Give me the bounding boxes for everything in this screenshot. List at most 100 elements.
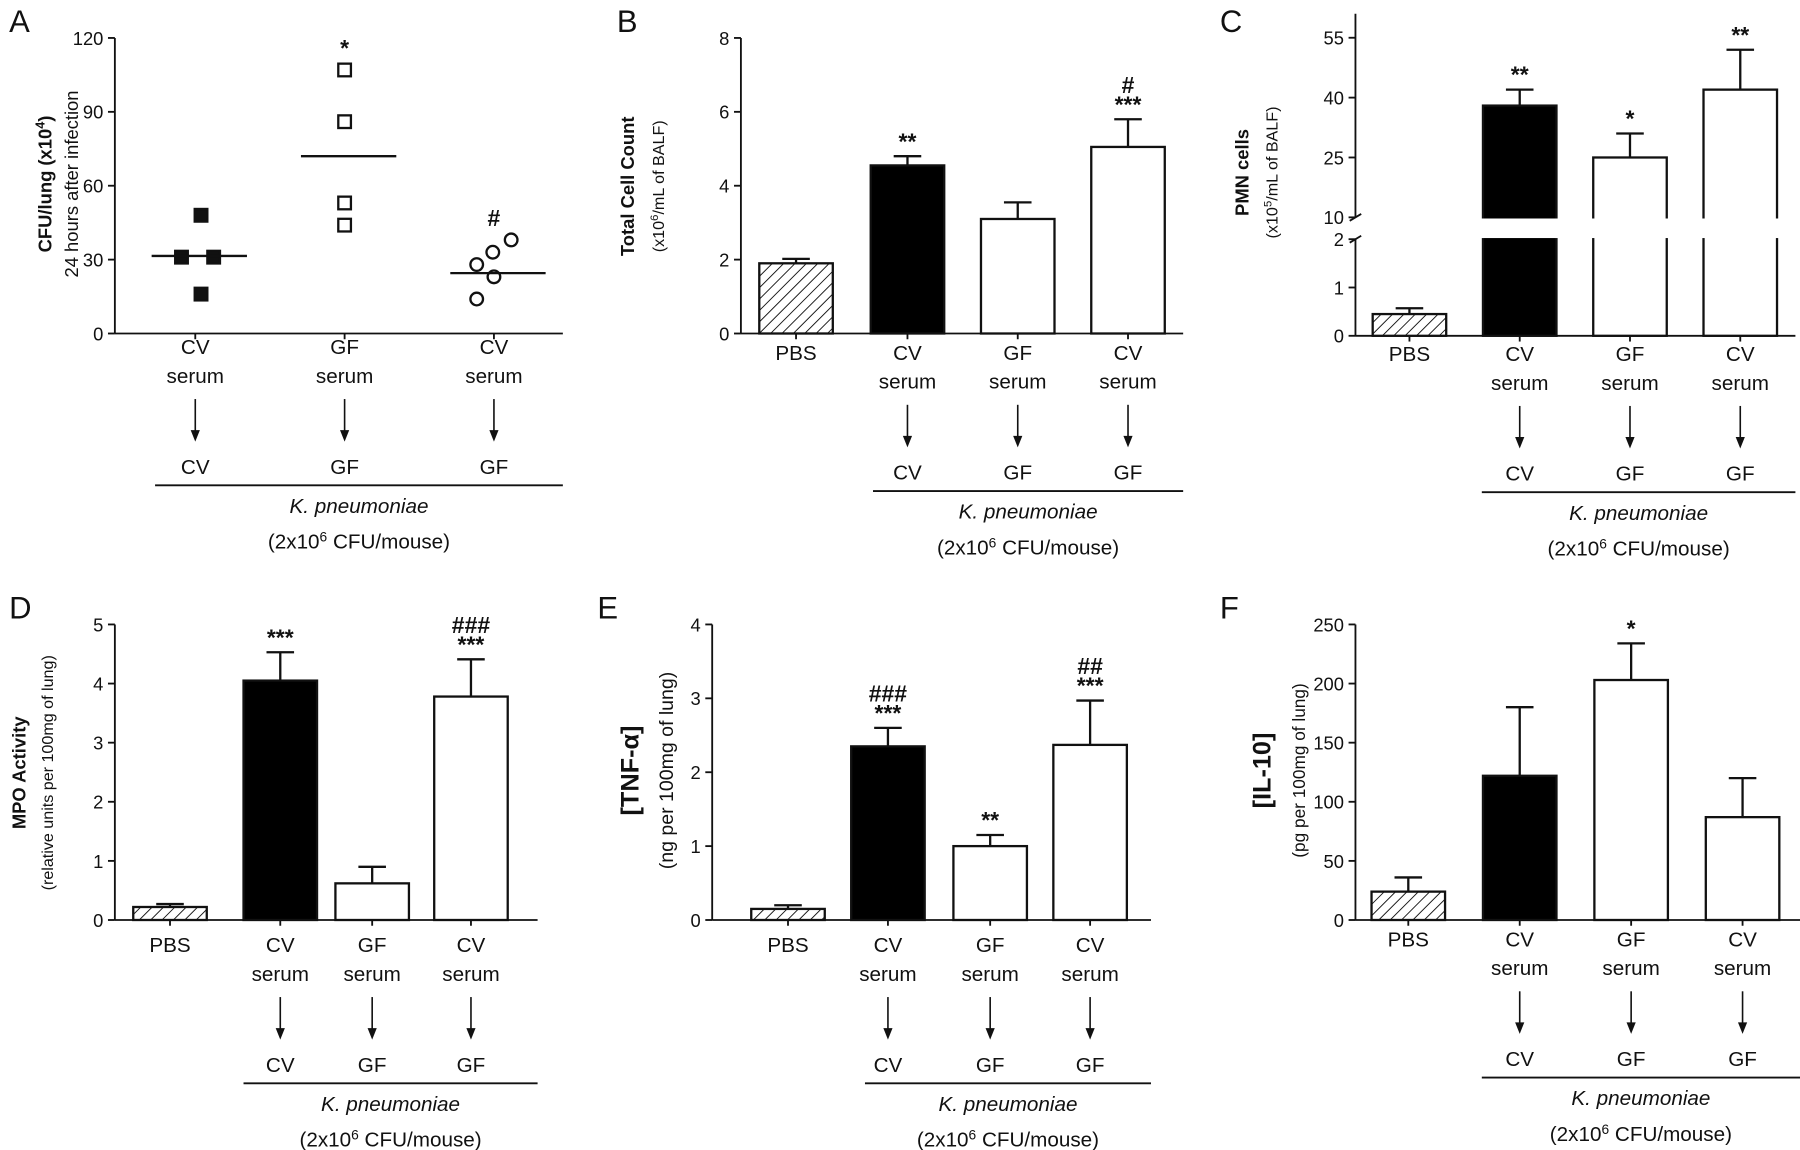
arrow-head xyxy=(1123,435,1133,448)
infection-dose-part: (2x10 xyxy=(299,1129,351,1150)
data-point xyxy=(469,257,485,273)
x-tick-label: serum xyxy=(1491,957,1548,980)
x-tick-label: GF xyxy=(976,934,1005,957)
y-axis-sublabel-part: (ng per 100mg of lung) xyxy=(656,672,678,870)
y-axis-sublabel: (relative units per 100mg of lung) xyxy=(39,655,57,890)
significance: ### xyxy=(452,612,491,638)
y-tick-label: 4 xyxy=(690,614,700,635)
significance: * xyxy=(340,35,349,61)
y-tick-label: 10 xyxy=(1324,207,1344,228)
recipient-label: GF xyxy=(330,456,359,479)
arrow-head xyxy=(1737,1022,1748,1034)
y-axis-label: MPO Activity xyxy=(8,716,29,829)
y-tick-label: 0 xyxy=(93,323,103,344)
infection-dose-part: 6 xyxy=(320,529,328,544)
y-axis-sublabel: 24 hours after infection xyxy=(61,90,82,277)
y-axis-sublabel: (ng per 100mg of lung) xyxy=(656,672,678,870)
y-tick-label: 3 xyxy=(690,688,700,709)
significance: ** xyxy=(981,807,999,833)
arrow-head xyxy=(1625,437,1635,449)
data-point xyxy=(193,207,209,223)
arrow-head xyxy=(1626,1022,1636,1034)
significance: ### xyxy=(869,680,908,706)
bar xyxy=(433,695,509,922)
panel-letter: F xyxy=(1220,591,1239,626)
y-tick-label: 0 xyxy=(1334,326,1344,347)
bar xyxy=(1090,145,1166,335)
significance: ** xyxy=(1731,22,1749,48)
x-tick-label: serum xyxy=(1099,371,1156,394)
y-axis-sublabel-part: /mL of BALF) xyxy=(1263,107,1281,201)
panel-letter: C xyxy=(1220,4,1242,39)
x-tick-label: PBS xyxy=(1389,343,1430,366)
arrow-head xyxy=(985,1028,995,1040)
x-tick-label: CV xyxy=(1726,343,1755,366)
recipient-label: GF xyxy=(976,1054,1005,1077)
arrow-head xyxy=(1085,1028,1095,1040)
arrow-head xyxy=(1515,1022,1525,1034)
y-tick-label: 50 xyxy=(1324,851,1344,872)
infection-dose-part: 6 xyxy=(969,1127,977,1142)
infection-dose-part: (2x10 xyxy=(1550,1123,1602,1146)
infection-dose-part: (2x10 xyxy=(917,1129,969,1150)
y-axis-sublabel-part: 6 xyxy=(649,215,661,221)
x-tick-label: serum xyxy=(989,371,1046,394)
y-tick-label: 90 xyxy=(83,102,103,123)
infection-name: K. pneumoniae xyxy=(1569,502,1708,525)
x-tick-label: CV xyxy=(1505,928,1534,951)
arrow-head xyxy=(275,1028,285,1040)
y-tick-label: 200 xyxy=(1313,673,1344,694)
y-tick-label: 2 xyxy=(1334,229,1344,250)
data-point xyxy=(337,217,353,233)
bar xyxy=(1371,312,1448,337)
arrow-head xyxy=(466,1028,476,1040)
x-tick-label: serum xyxy=(167,365,224,388)
data-point xyxy=(469,291,485,307)
y-axis-sublabel: (pg per 100mg of lung) xyxy=(1289,683,1309,857)
x-tick-label: serum xyxy=(1601,372,1658,395)
infection-dose-part: CFU/mouse) xyxy=(1609,1123,1732,1146)
infection-dose-part: CFU/mouse) xyxy=(359,1129,482,1150)
y-axis-label: CFU/lung (x104) xyxy=(34,116,56,253)
y-tick-label: 4 xyxy=(93,673,103,694)
x-tick-label: CV xyxy=(893,342,922,365)
x-tick-label: serum xyxy=(1602,957,1659,980)
data-point xyxy=(485,244,501,260)
x-tick-label: serum xyxy=(442,963,499,986)
axis-break-gap xyxy=(1356,218,1797,239)
y-tick-label: 2 xyxy=(719,250,729,271)
recipient-label: GF xyxy=(1616,463,1645,486)
y-axis-sublabel-part: (relative units per 100mg of lung) xyxy=(39,655,57,890)
bar xyxy=(1593,678,1670,922)
panel-letter: E xyxy=(597,591,618,626)
x-tick-label: GF xyxy=(1616,343,1645,366)
y-tick-label: 55 xyxy=(1324,28,1344,49)
bar xyxy=(850,745,926,922)
y-tick-label: 0 xyxy=(690,910,700,931)
significance: # xyxy=(488,205,501,231)
x-tick-label: serum xyxy=(1714,957,1771,980)
recipient-label: GF xyxy=(1617,1048,1646,1071)
y-tick-label: 5 xyxy=(93,614,103,635)
infection-name: K. pneumoniae xyxy=(959,501,1098,524)
bar xyxy=(132,905,208,922)
arrow-head xyxy=(367,1028,377,1040)
arrow-head xyxy=(1515,437,1525,449)
x-tick-label: PBS xyxy=(767,934,808,957)
y-axis-label-part: ) xyxy=(35,116,56,122)
bar xyxy=(979,217,1056,335)
arrow-head xyxy=(489,430,499,442)
bar xyxy=(1481,774,1558,922)
recipient-label: CV xyxy=(1505,1048,1534,1071)
infection-dose-part: CFU/mouse) xyxy=(1607,537,1730,560)
x-tick-label: CV xyxy=(874,934,903,957)
x-tick-label: serum xyxy=(879,371,936,394)
significance: ** xyxy=(899,128,917,154)
recipient-label: GF xyxy=(457,1054,486,1077)
y-tick-label: 60 xyxy=(83,176,103,197)
infection-dose: (2x106 CFU/mouse) xyxy=(268,529,450,554)
data-point xyxy=(174,249,189,265)
y-axis-sublabel-part: 24 hours after infection xyxy=(61,90,82,277)
